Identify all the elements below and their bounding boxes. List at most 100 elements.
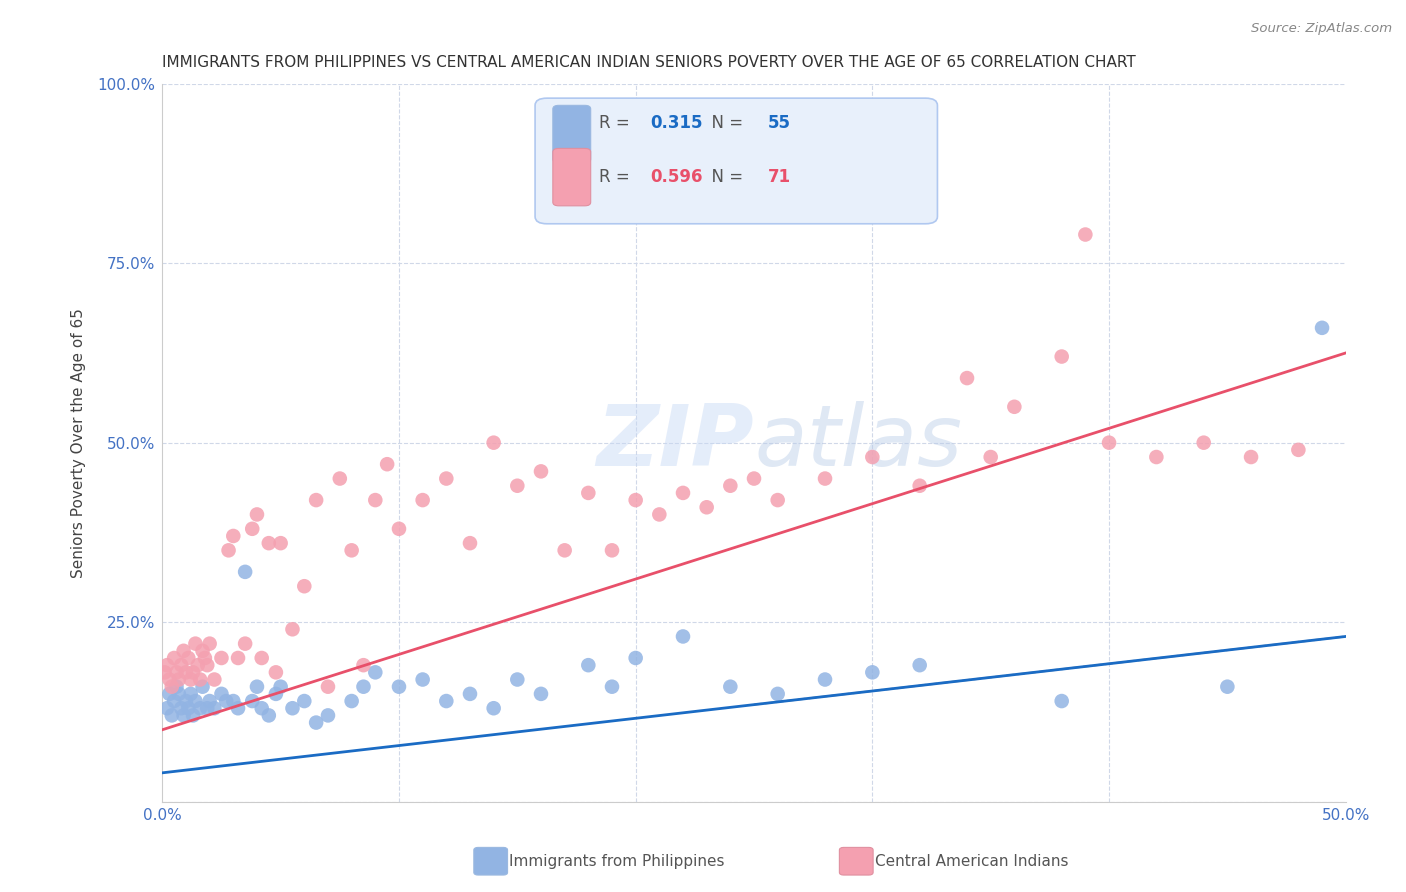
- Point: [177, 651, 200, 665]
- Point: [672, 630, 695, 644]
- Point: [353, 658, 375, 673]
- Point: [174, 694, 197, 708]
- Point: [211, 651, 233, 665]
- Point: [250, 701, 273, 715]
- Text: Immigrants from Philippines: Immigrants from Philippines: [509, 855, 724, 869]
- Point: [600, 680, 623, 694]
- Point: [1050, 350, 1073, 364]
- Point: [814, 673, 837, 687]
- Point: [908, 658, 931, 673]
- Point: [648, 508, 671, 522]
- Point: [173, 708, 195, 723]
- Point: [218, 543, 240, 558]
- Point: [1074, 227, 1097, 242]
- Point: [814, 471, 837, 485]
- Point: [202, 673, 225, 687]
- Point: [1002, 400, 1025, 414]
- Text: 0.315: 0.315: [650, 114, 703, 132]
- Point: [482, 435, 505, 450]
- Point: [1144, 450, 1167, 464]
- Point: [153, 665, 176, 680]
- Point: [157, 687, 180, 701]
- Point: [181, 708, 204, 723]
- Point: [458, 687, 481, 701]
- FancyBboxPatch shape: [536, 98, 938, 224]
- Point: [184, 694, 207, 708]
- Point: [198, 637, 221, 651]
- Point: [388, 680, 411, 694]
- Text: N =: N =: [700, 168, 748, 186]
- Point: [194, 651, 217, 665]
- Point: [156, 658, 179, 673]
- Text: R =: R =: [599, 168, 636, 186]
- Point: [554, 543, 576, 558]
- Point: [1310, 321, 1333, 335]
- Point: [270, 680, 292, 694]
- Point: [226, 701, 249, 715]
- Point: [412, 493, 434, 508]
- Point: [240, 522, 263, 536]
- Point: [329, 471, 352, 485]
- Point: [167, 673, 190, 687]
- Point: [766, 493, 789, 508]
- Point: [233, 637, 256, 651]
- Point: [908, 479, 931, 493]
- Point: [316, 708, 339, 723]
- Point: [305, 493, 328, 508]
- Point: [215, 694, 238, 708]
- Point: [157, 673, 180, 687]
- Point: [156, 701, 179, 715]
- Point: [375, 457, 398, 471]
- Y-axis label: Seniors Poverty Over the Age of 65: Seniors Poverty Over the Age of 65: [72, 308, 86, 578]
- Point: [696, 500, 718, 515]
- Point: [180, 687, 202, 701]
- Point: [718, 479, 741, 493]
- Point: [1098, 435, 1121, 450]
- Point: [434, 694, 457, 708]
- Point: [364, 665, 387, 680]
- Point: [340, 694, 363, 708]
- Point: [181, 665, 204, 680]
- Point: [233, 565, 256, 579]
- Point: [240, 694, 263, 708]
- Point: [458, 536, 481, 550]
- Point: [222, 529, 245, 543]
- Point: [1216, 680, 1239, 694]
- Text: Central American Indians: Central American Indians: [875, 855, 1069, 869]
- Point: [187, 658, 209, 673]
- Text: IMMIGRANTS FROM PHILIPPINES VS CENTRAL AMERICAN INDIAN SENIORS POVERTY OVER THE : IMMIGRANTS FROM PHILIPPINES VS CENTRAL A…: [162, 55, 1136, 70]
- Point: [340, 543, 363, 558]
- Point: [506, 673, 529, 687]
- Point: [264, 665, 287, 680]
- Point: [600, 543, 623, 558]
- Point: [482, 701, 505, 715]
- Point: [742, 471, 765, 485]
- Point: [166, 665, 188, 680]
- Point: [174, 665, 197, 680]
- Point: [188, 701, 211, 715]
- Text: R =: R =: [599, 114, 636, 132]
- Point: [167, 687, 190, 701]
- Point: [305, 715, 328, 730]
- Point: [177, 701, 200, 715]
- Point: [956, 371, 979, 385]
- Point: [226, 651, 249, 665]
- Point: [860, 665, 883, 680]
- Point: [388, 522, 411, 536]
- Point: [163, 651, 186, 665]
- Text: Source: ZipAtlas.com: Source: ZipAtlas.com: [1251, 22, 1392, 36]
- Point: [412, 673, 434, 687]
- Point: [434, 471, 457, 485]
- Point: [160, 708, 183, 723]
- Point: [163, 694, 186, 708]
- Point: [211, 687, 233, 701]
- Point: [195, 658, 218, 673]
- Point: [292, 579, 315, 593]
- Text: N =: N =: [700, 114, 748, 132]
- Point: [860, 450, 883, 464]
- Point: [364, 493, 387, 508]
- Text: 0.596: 0.596: [650, 168, 703, 186]
- Point: [184, 637, 207, 651]
- Point: [191, 680, 214, 694]
- Point: [530, 464, 553, 478]
